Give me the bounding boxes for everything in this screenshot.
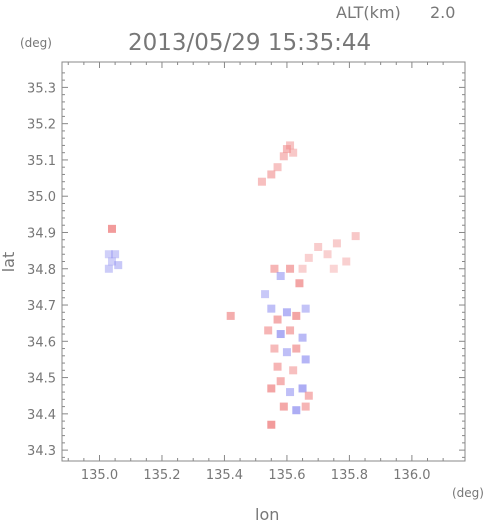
data-cell bbox=[273, 362, 282, 371]
x-tick-label: 135.0 bbox=[81, 468, 118, 483]
y-tick-label: 35.1 bbox=[27, 154, 56, 169]
y-unit-label: (deg) bbox=[20, 36, 52, 50]
y-tick-label: 34.7 bbox=[27, 299, 56, 314]
data-cell bbox=[267, 420, 276, 429]
data-cell bbox=[286, 326, 295, 335]
data-cell bbox=[276, 330, 285, 339]
data-cell bbox=[301, 402, 310, 411]
data-cell bbox=[270, 344, 279, 353]
data-cell bbox=[104, 250, 113, 259]
data-cell bbox=[301, 355, 310, 364]
x-tick-label: 135.4 bbox=[206, 468, 243, 483]
data-cell bbox=[332, 239, 341, 248]
data-cell bbox=[107, 257, 116, 266]
data-cell bbox=[298, 333, 307, 342]
data-cell bbox=[267, 304, 276, 313]
y-tick-label: 34.8 bbox=[27, 263, 56, 278]
data-cell bbox=[351, 232, 360, 241]
data-cell bbox=[282, 308, 291, 317]
altitude-value: 2.0 bbox=[430, 3, 455, 22]
data-cell bbox=[289, 148, 298, 157]
data-cell bbox=[292, 406, 301, 415]
data-cell bbox=[107, 224, 116, 233]
x-axis-label: lon bbox=[255, 505, 279, 521]
data-cell bbox=[264, 326, 273, 335]
data-cell bbox=[267, 170, 276, 179]
x-unit-label: (deg) bbox=[452, 486, 484, 500]
data-cell bbox=[282, 348, 291, 357]
data-cell bbox=[226, 311, 235, 320]
y-tick-label: 34.6 bbox=[27, 335, 56, 350]
data-cell bbox=[273, 315, 282, 324]
data-cell bbox=[279, 152, 288, 161]
x-tick-label: 136.0 bbox=[393, 468, 430, 483]
x-tick-label: 135.6 bbox=[268, 468, 305, 483]
data-cell bbox=[289, 366, 298, 375]
altitude-label: ALT(km) bbox=[336, 3, 401, 22]
data-cell bbox=[114, 261, 123, 270]
y-tick-label: 34.5 bbox=[27, 372, 56, 387]
data-cell bbox=[276, 272, 285, 281]
y-tick-label: 34.4 bbox=[27, 408, 56, 423]
data-cell bbox=[279, 402, 288, 411]
data-cell bbox=[104, 264, 113, 273]
y-tick-label: 34.3 bbox=[27, 444, 56, 459]
data-cell bbox=[111, 250, 120, 259]
data-cell bbox=[292, 344, 301, 353]
y-tick-label: 35.0 bbox=[27, 190, 56, 205]
data-cell bbox=[314, 242, 323, 251]
y-tick-label: 35.3 bbox=[27, 81, 56, 96]
data-cell bbox=[329, 264, 338, 273]
data-cell bbox=[267, 384, 276, 393]
data-cell bbox=[323, 250, 332, 259]
data-cell bbox=[273, 163, 282, 172]
data-cell bbox=[298, 384, 307, 393]
data-cell bbox=[298, 264, 307, 273]
data-cell bbox=[261, 290, 270, 299]
y-tick-label: 34.9 bbox=[27, 226, 56, 241]
data-cell bbox=[292, 311, 301, 320]
x-tick-label: 135.2 bbox=[143, 468, 180, 483]
data-cell bbox=[304, 391, 313, 400]
data-cell bbox=[257, 177, 266, 186]
chart-title: 2013/05/29 15:35:44 bbox=[128, 30, 371, 56]
axis-ticks: 135.0 135.2 135.4 135.6 135.8 136.0 34.3 34.4 34… bbox=[27, 62, 465, 483]
data-cell bbox=[301, 304, 310, 313]
data-cell bbox=[282, 145, 291, 154]
data-cell bbox=[295, 279, 304, 288]
x-tick-label: 135.8 bbox=[331, 468, 368, 483]
plot-frame bbox=[61, 61, 466, 462]
data-cell bbox=[342, 257, 351, 266]
y-tick-label: 35.2 bbox=[27, 118, 56, 133]
y-axis-label: lat bbox=[0, 252, 18, 273]
data-cells bbox=[104, 141, 360, 429]
data-cell bbox=[304, 253, 313, 262]
data-cell bbox=[286, 264, 295, 273]
data-cell bbox=[270, 264, 279, 273]
data-cell bbox=[276, 377, 285, 386]
data-cell bbox=[286, 388, 295, 397]
